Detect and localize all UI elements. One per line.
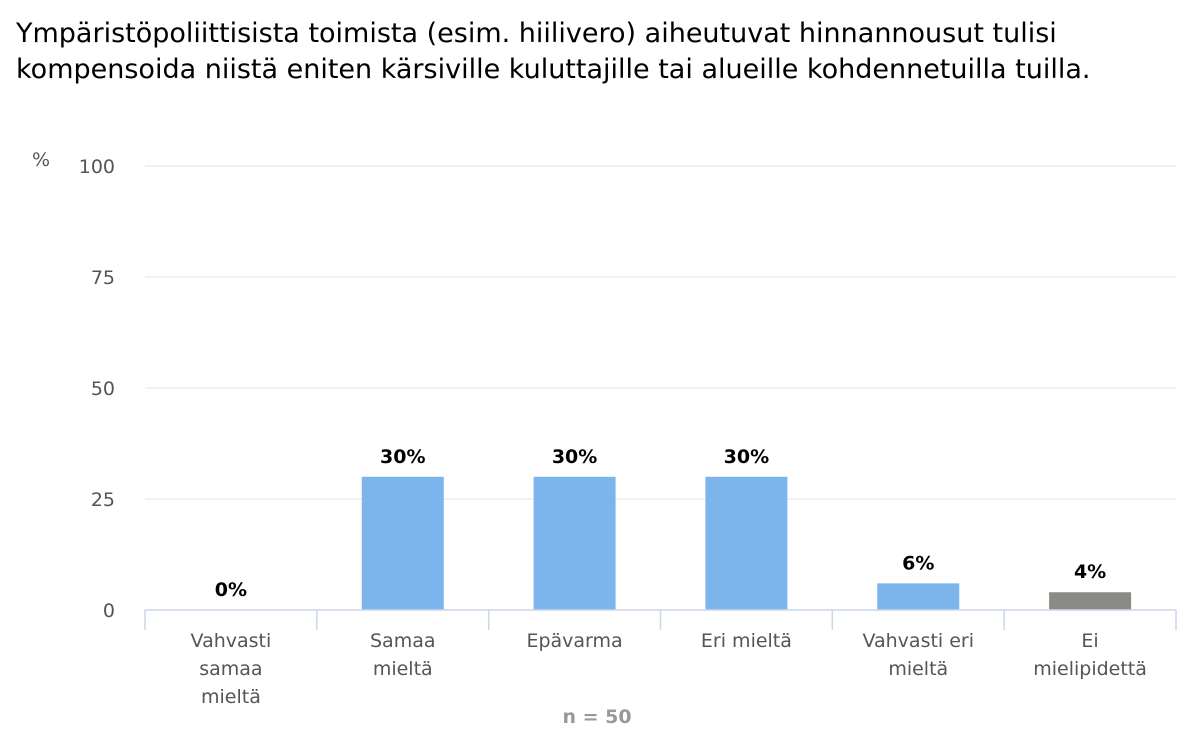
y-tick-label: 25: [91, 489, 115, 511]
category-labels: Vahvasti samaa mieltä Samaa mieltä Epävarma Er…: [191, 630, 1147, 708]
y-tick-labels: 0 25 50 75 100: [79, 156, 115, 622]
category-label-line: Epävarma: [526, 630, 622, 652]
category-label-line: Eri mieltä: [701, 630, 792, 652]
category-label: Epävarma: [526, 630, 622, 652]
category-label-line: samaa: [199, 658, 262, 680]
category-label: Vahvasti samaa mieltä: [191, 630, 272, 708]
y-tick-label: 0: [103, 600, 115, 622]
y-tick-label: 75: [91, 267, 115, 289]
category-label-line: mieltä: [201, 686, 261, 708]
category-label: Samaa mieltä: [370, 630, 436, 680]
y-tick-label: 50: [91, 378, 115, 400]
data-labels: 0% 30% 30% 30% 6% 4%: [215, 446, 1106, 601]
data-label: 30%: [380, 446, 425, 468]
category-label: Ei mielipidettä: [1033, 630, 1147, 680]
category-label-line: mielipidettä: [1033, 658, 1147, 680]
category-label: Vahvasti eri mieltä: [862, 630, 974, 680]
category-label-line: mieltä: [888, 658, 948, 680]
category-label-line: Ei: [1081, 630, 1098, 652]
data-label: 0%: [215, 579, 247, 601]
sample-size-note: n = 50: [562, 706, 631, 728]
category-label-line: mieltä: [373, 658, 433, 680]
data-label: 30%: [552, 446, 597, 468]
grid-lines: [145, 165, 1176, 500]
y-axis-label: %: [32, 149, 50, 171]
bar: [361, 476, 444, 610]
bar: [877, 583, 960, 610]
category-label-line: Vahvasti: [191, 630, 272, 652]
y-tick-label: 100: [79, 156, 115, 178]
data-label: 4%: [1074, 561, 1106, 583]
x-axis: [144, 609, 1177, 630]
bars: [361, 476, 1132, 610]
category-label-line: Samaa: [370, 630, 436, 652]
chart-title: Ympäristöpoliittisista toimista (esim. h…: [16, 18, 1091, 85]
bar: [1049, 592, 1132, 610]
data-label: 6%: [902, 552, 934, 574]
bar: [705, 476, 788, 610]
bar: [533, 476, 616, 610]
data-label: 30%: [724, 446, 769, 468]
category-label: Eri mieltä: [701, 630, 792, 652]
category-label-line: Vahvasti eri: [862, 630, 974, 652]
